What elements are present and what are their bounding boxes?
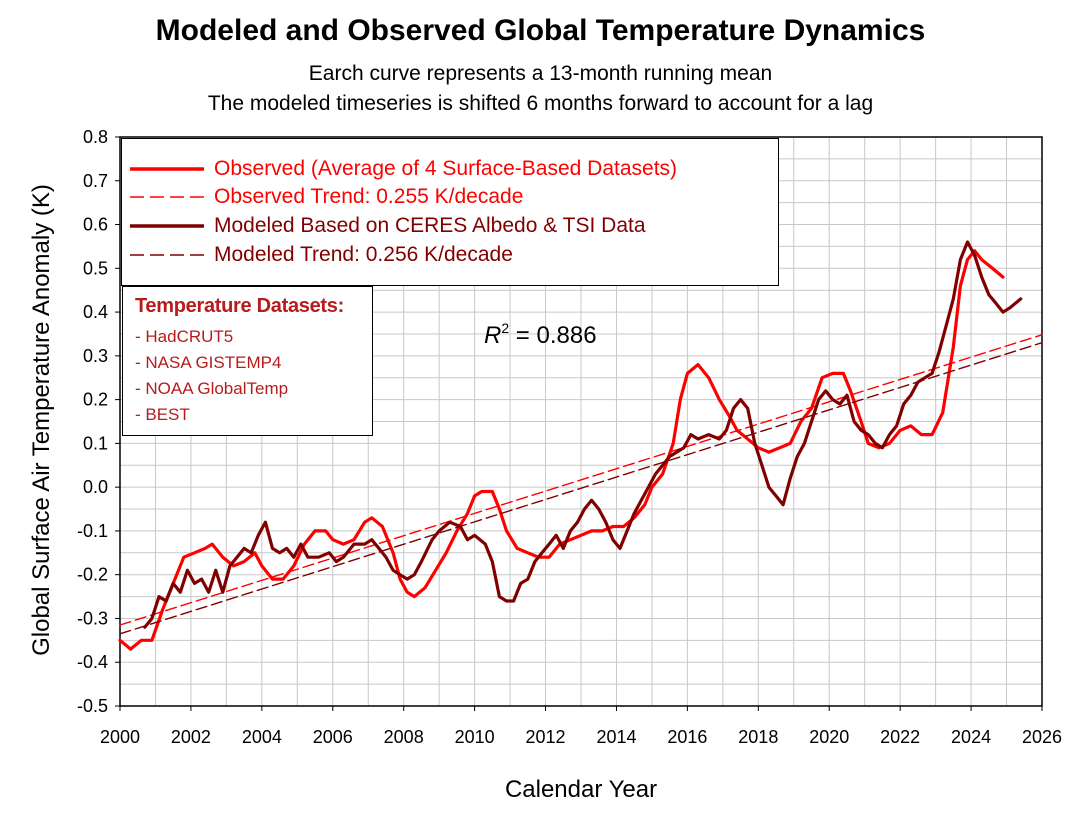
legend-swatch-observed: [130, 167, 204, 171]
y-tick-label: 0.0: [83, 477, 108, 497]
tick-labels: 2000 2002 2004 2006 2008 2010 2012 2014 2016 2018…: [77, 127, 1062, 747]
x-tick-label: 2022: [880, 727, 920, 747]
x-tick-label: 2012: [526, 727, 566, 747]
datasets-title: Temperature Datasets:: [135, 295, 344, 317]
y-tick-label: 0.3: [83, 346, 108, 366]
datasets-box: Temperature Datasets: - HadCRUT5 - NASA …: [122, 286, 373, 436]
x-tick-label: 2002: [171, 727, 211, 747]
y-tick-label: 0.5: [83, 258, 108, 278]
y-tick-label: 0.6: [83, 215, 108, 235]
x-axis-label: Calendar Year: [504, 776, 658, 803]
legend-swatch-observed-trend: [130, 196, 204, 198]
series-line-2: [143, 240, 1023, 629]
axes: [115, 136, 1043, 711]
x-tick-label: 2006: [313, 727, 353, 747]
y-tick-label: -0.2: [77, 565, 108, 585]
y-tick-label: -0.5: [77, 696, 108, 716]
x-tick-label: 2024: [951, 727, 991, 747]
legend-label: Observed (Average of 4 Surface-Based Dat…: [214, 157, 678, 180]
series-line-1: [119, 334, 1043, 626]
legend-label: Modeled Trend: 0.256 K/decade: [214, 243, 513, 266]
legend-label: Modeled Based on CERES Albedo & TSI Data: [214, 214, 646, 237]
legend: Observed (Average of 4 Surface-Based Dat…: [121, 138, 779, 286]
y-tick-label: 0.7: [83, 171, 108, 191]
chart-subtitle-2: The modeled timeseries is shifted 6 mont…: [207, 92, 874, 115]
plot-frame: [119, 136, 1043, 707]
r-squared-value: = 0.886: [509, 322, 597, 349]
y-tick-label: 0.2: [83, 390, 108, 410]
y-tick-label: -0.3: [77, 608, 108, 628]
series-lines: [118, 240, 1043, 651]
legend-swatch-modeled: [130, 224, 204, 228]
legend-item-modeled-trend: Modeled Trend: 0.256 K/decade: [130, 241, 513, 269]
x-tick-label: 2010: [455, 727, 495, 747]
r-squared-annotation: R2 = 0.886: [484, 320, 597, 350]
y-tick-label: -0.1: [77, 521, 108, 541]
legend-item-observed: Observed (Average of 4 Surface-Based Dat…: [130, 155, 677, 183]
legend-swatch-modeled-trend: [130, 254, 204, 256]
r-symbol: R: [484, 322, 502, 349]
x-tick-label: 2026: [1022, 727, 1062, 747]
dataset-item: - BEST: [135, 405, 190, 424]
chart-title: Modeled and Observed Global Temperature …: [155, 14, 926, 47]
legend-item-modeled: Modeled Based on CERES Albedo & TSI Data: [130, 212, 646, 240]
dataset-item: - NOAA GlobalTemp: [135, 379, 289, 398]
legend-item-observed-trend: Observed Trend: 0.255 K/decade: [130, 183, 523, 211]
dataset-item: - HadCRUT5: [135, 327, 234, 346]
y-tick-label: 0.8: [83, 127, 108, 147]
x-tick-label: 2004: [242, 727, 282, 747]
dataset-item: - NASA GISTEMP4: [135, 353, 282, 372]
x-tick-label: 2020: [809, 727, 849, 747]
x-tick-label: 2008: [384, 727, 424, 747]
y-tick-label: 0.4: [83, 302, 108, 322]
series-line-3: [119, 342, 1043, 635]
x-tick-label: 2018: [738, 727, 778, 747]
chart-subtitle-1: Earch curve represents a 13-month runnin…: [308, 62, 773, 85]
r-exponent: 2: [501, 320, 510, 336]
y-tick-label: 0.1: [83, 433, 108, 453]
x-tick-label: 2000: [100, 727, 140, 747]
x-tick-label: 2016: [667, 727, 707, 747]
x-tick-label: 2014: [596, 727, 636, 747]
y-axis-label: Global Surface Air Temperature Anomaly (…: [28, 184, 55, 656]
legend-label: Observed Trend: 0.255 K/decade: [214, 185, 524, 208]
y-tick-label: -0.4: [77, 652, 108, 672]
